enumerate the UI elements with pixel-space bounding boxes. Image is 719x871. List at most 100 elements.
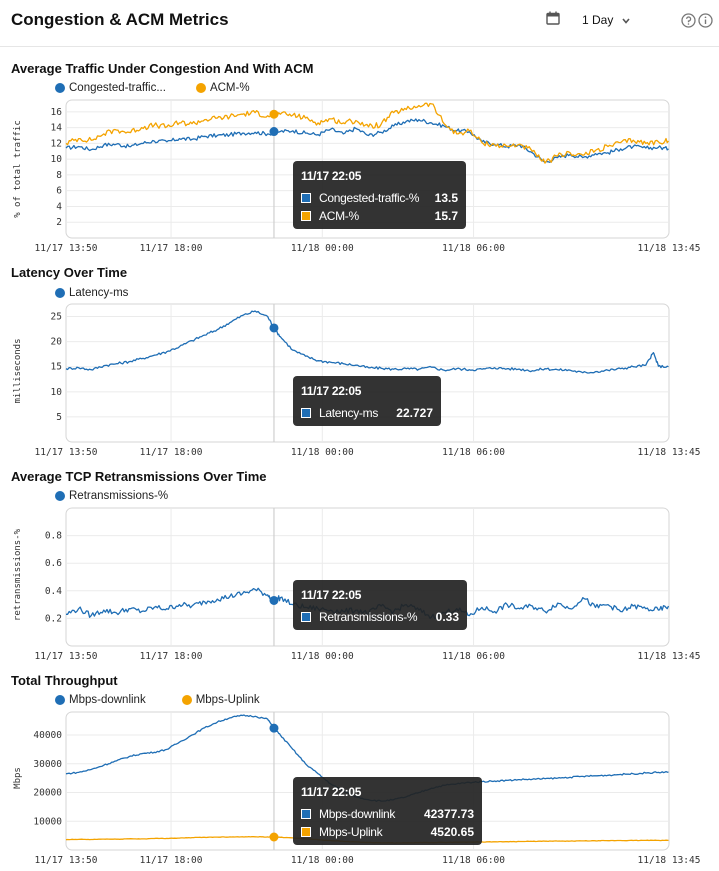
tooltip-time: 11/17 22:05 (301, 785, 362, 799)
legend-item[interactable]: Mbps-Uplink (181, 694, 260, 706)
x-tick-label: 11/18 13:45 (638, 651, 701, 662)
x-tick-label: 11/18 06:00 (442, 447, 505, 458)
tooltip-value: 15.7 (434, 209, 458, 223)
tooltip-retrans: 11/17 22:05 Retransmissions-% 0.33 (293, 580, 467, 630)
hover-point (269, 832, 279, 842)
legend-swatch (55, 695, 65, 705)
legend-swatch (55, 288, 65, 298)
y-tick-label: 8 (56, 170, 62, 181)
y-tick-label: 12 (51, 138, 62, 149)
legend-latency: Latency-ms (55, 287, 128, 299)
tooltip-latency: 11/17 22:05 Latency-ms 22.727 (293, 376, 441, 426)
chevron-down-icon[interactable] (621, 13, 631, 31)
chart-latency[interactable]: 5 10 15 20 25 11/17 13:50 11/17 18:00 11/18 00:… (0, 300, 719, 462)
legend-label: Mbps-downlink (69, 694, 146, 706)
legend-item[interactable]: ACM-% (195, 82, 250, 94)
tooltip-time: 11/17 22:05 (301, 588, 362, 602)
legend-item[interactable]: Retransmissions-% (55, 490, 168, 502)
calendar-icon[interactable] (546, 11, 560, 30)
y-tick-label: 6 (56, 186, 62, 197)
legend-retrans: Retransmissions-% (55, 490, 168, 502)
x-tick-label: 11/18 06:00 (442, 243, 505, 254)
tooltip-value: 4520.65 (430, 825, 474, 839)
tooltip-name: Latency-ms (319, 406, 379, 420)
x-tick-label: 11/18 00:00 (291, 855, 354, 866)
tooltip-time: 11/17 22:05 (301, 169, 362, 183)
y-tick-label: 25 (51, 312, 62, 323)
chart-title-retrans: Average TCP Retransmissions Over Time (11, 469, 267, 484)
hover-point (269, 323, 279, 333)
plot-frame (65, 303, 670, 443)
x-tick-label: 11/18 06:00 (442, 855, 505, 866)
y-tick-label: 5 (56, 412, 62, 423)
y-tick-label: 20 (51, 337, 63, 348)
legend-item[interactable]: Congested-traffic... (55, 82, 166, 94)
chart-title-latency: Latency Over Time (11, 265, 128, 280)
tooltip-traffic: 11/17 22:05 Congested-traffic-% 13.5 ACM-… (293, 161, 466, 229)
tooltip-name: Congested-traffic-% (319, 191, 420, 205)
legend-swatch (195, 83, 206, 93)
tooltip-value: 0.33 (435, 610, 459, 624)
y-tick-label: 4 (56, 201, 62, 212)
series-line-acm- (65, 102, 670, 164)
x-tick-label: 11/18 06:00 (442, 651, 505, 662)
x-tick-label: 11/17 13:50 (35, 855, 98, 866)
hover-point (269, 109, 279, 119)
tooltip-name: Retransmissions-% (319, 610, 418, 624)
tooltip-row: Latency-ms 22.727 (301, 406, 433, 420)
x-tick-label: 11/18 00:00 (291, 651, 354, 662)
y-tick-label: 2 (56, 217, 62, 228)
x-tick-label: 11/18 13:45 (638, 447, 701, 458)
plot-frame (65, 507, 670, 647)
info-icon[interactable] (698, 13, 713, 33)
x-tick-label: 11/18 00:00 (291, 243, 354, 254)
x-tick-label: 11/18 13:45 (638, 243, 701, 254)
y-tick-label: 15 (51, 362, 62, 373)
x-tick-label: 11/17 18:00 (140, 651, 203, 662)
tooltip-value: 22.727 (396, 406, 433, 420)
legend-swatch (55, 491, 65, 501)
x-tick-label: 11/17 18:00 (140, 243, 203, 254)
y-tick-label: 0.4 (45, 586, 62, 597)
y-tick-label: 0.2 (45, 613, 62, 624)
hover-point (269, 127, 279, 137)
tooltip-value: 13.5 (434, 191, 458, 205)
tooltip-value: 42377.73 (423, 807, 474, 821)
help-icon[interactable] (681, 13, 696, 33)
x-tick-label: 11/17 13:50 (35, 243, 98, 254)
chart-title-traffic: Average Traffic Under Congestion And Wit… (11, 61, 314, 76)
time-range-select[interactable]: 1 Day (582, 13, 614, 27)
page-title: Congestion & ACM Metrics (11, 10, 229, 29)
y-tick-label: 10 (51, 154, 63, 165)
tooltip-swatch (301, 809, 311, 819)
hover-point (269, 723, 279, 733)
legend-label: Latency-ms (69, 287, 129, 299)
series-line-latency-ms (65, 310, 669, 374)
legend-swatch (55, 83, 65, 93)
y-tick-label: 0.8 (45, 531, 62, 542)
x-tick-label: 11/17 18:00 (140, 855, 203, 866)
tooltip-swatch (301, 612, 311, 622)
tooltip-row: Retransmissions-% 0.33 (301, 610, 459, 624)
legend-item[interactable]: Mbps-downlink (55, 694, 146, 706)
y-tick-label: 10 (51, 387, 63, 398)
legend-label: ACM-% (209, 82, 250, 94)
header-bar: Congestion & ACM Metrics 1 Day (0, 0, 719, 47)
tooltip-name: Mbps-Uplink (319, 825, 383, 839)
legend-label: Congested-traffic... (69, 82, 166, 94)
y-tick-label: 40000 (33, 730, 62, 741)
tooltip-row: Mbps-downlink 42377.73 (301, 807, 474, 821)
legend-label: Mbps-Uplink (195, 694, 260, 706)
legend-item[interactable]: Latency-ms (55, 287, 128, 299)
y-tick-label: 10000 (33, 816, 62, 827)
y-tick-label: 14 (51, 123, 63, 134)
tooltip-swatch (301, 827, 311, 837)
tooltip-time: 11/17 22:05 (301, 384, 362, 398)
x-tick-label: 11/18 13:45 (638, 855, 701, 866)
x-tick-label: 11/18 00:00 (291, 447, 354, 458)
y-tick-label: 20000 (33, 788, 62, 799)
tooltip-throughput: 11/17 22:05 Mbps-downlink 42377.73 Mbps-U… (293, 777, 482, 845)
legend-swatch (181, 695, 192, 705)
tooltip-row: Mbps-Uplink 4520.65 (301, 825, 474, 839)
y-tick-label: 16 (51, 107, 63, 118)
